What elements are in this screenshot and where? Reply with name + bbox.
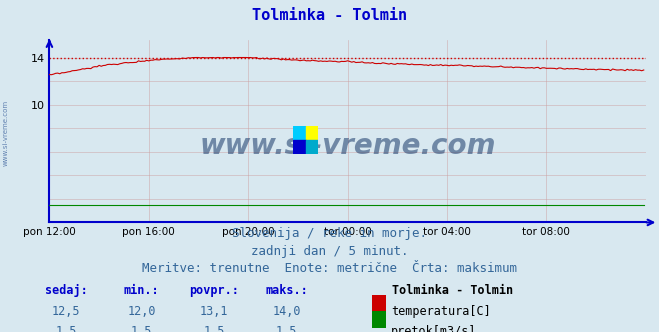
Text: 14,0: 14,0	[272, 305, 301, 318]
Text: povpr.:: povpr.:	[189, 284, 239, 297]
Text: sedaj:: sedaj:	[45, 284, 87, 297]
Bar	[306, 126, 318, 140]
Text: Meritve: trenutne  Enote: metrične  Črta: maksimum: Meritve: trenutne Enote: metrične Črta: …	[142, 262, 517, 275]
Text: 12,5: 12,5	[51, 305, 80, 318]
Bar	[293, 140, 306, 154]
Text: 1,5: 1,5	[276, 325, 297, 332]
Text: 1,5: 1,5	[131, 325, 152, 332]
Text: 12,0: 12,0	[127, 305, 156, 318]
Text: temperatura[C]: temperatura[C]	[391, 305, 490, 318]
Text: 1,5: 1,5	[55, 325, 76, 332]
Text: min.:: min.:	[124, 284, 159, 297]
Bar	[293, 126, 306, 140]
Bar	[306, 140, 318, 154]
Text: 1,5: 1,5	[204, 325, 225, 332]
Text: Slovenija / reke in morje.: Slovenija / reke in morje.	[232, 227, 427, 240]
Text: pretok[m3/s]: pretok[m3/s]	[391, 325, 476, 332]
Text: maks.:: maks.:	[266, 284, 308, 297]
Text: Tolminka - Tolmin: Tolminka - Tolmin	[252, 8, 407, 23]
Text: Tolminka - Tolmin: Tolminka - Tolmin	[392, 284, 513, 297]
Text: www.si-vreme.com: www.si-vreme.com	[200, 132, 496, 160]
Text: zadnji dan / 5 minut.: zadnji dan / 5 minut.	[251, 245, 408, 258]
Text: www.si-vreme.com: www.si-vreme.com	[2, 100, 9, 166]
Text: 13,1: 13,1	[200, 305, 229, 318]
